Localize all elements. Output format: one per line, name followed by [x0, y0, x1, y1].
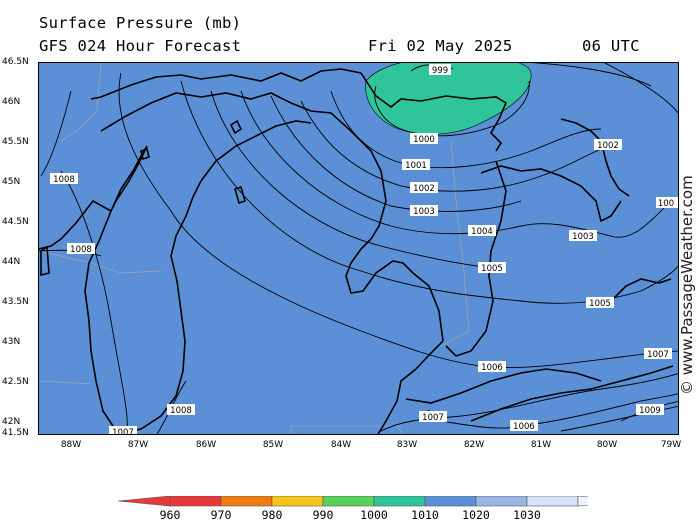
lon-label: 88W [60, 440, 82, 450]
lat-label: 42.5N [2, 377, 29, 387]
isobar-lines [39, 63, 678, 434]
colorbar-label: 990 [312, 508, 334, 522]
isobar-label: 1003 [572, 232, 594, 242]
chart-title: Surface Pressure (mb) [39, 14, 242, 32]
colorbar-arrow-right [577, 496, 588, 507]
lon-label: 86W [195, 440, 217, 450]
lat-label: 45N [2, 177, 21, 187]
isobar-label: 999 [432, 66, 448, 76]
colorbar-cell [271, 496, 324, 507]
forecast-time: 06 UTC [582, 37, 640, 55]
colorbar-cell [169, 496, 222, 507]
lat-label: 43N [2, 337, 21, 347]
colorbar-label: 970 [210, 508, 232, 522]
isobar-label: 1007 [647, 350, 669, 360]
colorbar-cell [322, 496, 375, 507]
isobar-label: 1005 [589, 299, 611, 309]
colorbar-label: 980 [261, 508, 283, 522]
lon-label: 85W [262, 440, 284, 450]
coastlines [39, 68, 674, 434]
colorbar-label: 1010 [411, 508, 439, 522]
colorbar-cell [373, 496, 426, 507]
watermark: © www.PassageWeather.com [678, 175, 696, 395]
colorbar-cell [526, 496, 579, 507]
lat-label: 45.5N [2, 137, 29, 147]
colorbar-label: 960 [159, 508, 181, 522]
lat-label: 46N [2, 97, 21, 107]
state-borders [39, 63, 470, 434]
colorbar-label: 1020 [462, 508, 490, 522]
colorbar [118, 496, 588, 507]
map-svg: 999 1000 1001 1002 1003 1004 1005 1006 1… [39, 63, 678, 435]
colorbar-cell [424, 496, 477, 507]
isobar-label: 1008 [70, 245, 92, 255]
lon-label: 84W [330, 440, 352, 450]
lon-label: 80W [596, 440, 618, 450]
colorbar-cells [118, 496, 588, 507]
isobar-label: 1002 [413, 184, 435, 194]
isobar-label: 1000 [413, 135, 435, 145]
isobar-label: 1009 [639, 406, 661, 416]
isobar-label: 1008 [170, 406, 192, 416]
map-frame: 999 1000 1001 1002 1003 1004 1005 1006 1… [38, 62, 679, 435]
low-pressure-area [365, 63, 532, 135]
colorbar-label: 1000 [360, 508, 388, 522]
lat-label: 41.5N [2, 428, 29, 438]
colorbar-cell [220, 496, 273, 507]
isobar-label: 100 [658, 199, 674, 209]
lon-label: 83W [396, 440, 418, 450]
lat-label: 44N [2, 257, 21, 267]
isobar-label: 1006 [481, 363, 503, 373]
isobar-label: 1001 [405, 161, 427, 171]
lat-label: 42N [2, 417, 21, 427]
lat-label: 44.5N [2, 217, 29, 227]
colorbar-label: 1030 [513, 508, 541, 522]
isobar-label: 1006 [513, 422, 535, 432]
isobar-label: 1008 [53, 175, 75, 185]
colorbar-arrow-left [118, 496, 171, 507]
isobar-label: 1004 [471, 227, 493, 237]
colorbar-cell [475, 496, 528, 507]
lat-label: 43.5N [2, 297, 29, 307]
lon-label: 79W [660, 440, 682, 450]
isobar-labels: 999 1000 1001 1002 1003 1004 1005 1006 1… [50, 64, 678, 435]
lat-label: 46.5N [2, 57, 29, 67]
isobar-label: 1007 [112, 428, 134, 435]
lon-label: 81W [530, 440, 552, 450]
lon-label: 82W [463, 440, 485, 450]
isobar-label: 1003 [413, 207, 435, 217]
lon-label: 87W [127, 440, 149, 450]
isobar-label: 1007 [422, 413, 444, 423]
isobar-label: 1005 [481, 264, 503, 274]
watermark-text: © www.PassageWeather.com [678, 175, 696, 395]
isobar-label: 1002 [597, 141, 619, 151]
forecast-date: Fri 02 May 2025 [368, 37, 513, 55]
forecast-label: GFS 024 Hour Forecast [39, 37, 242, 55]
